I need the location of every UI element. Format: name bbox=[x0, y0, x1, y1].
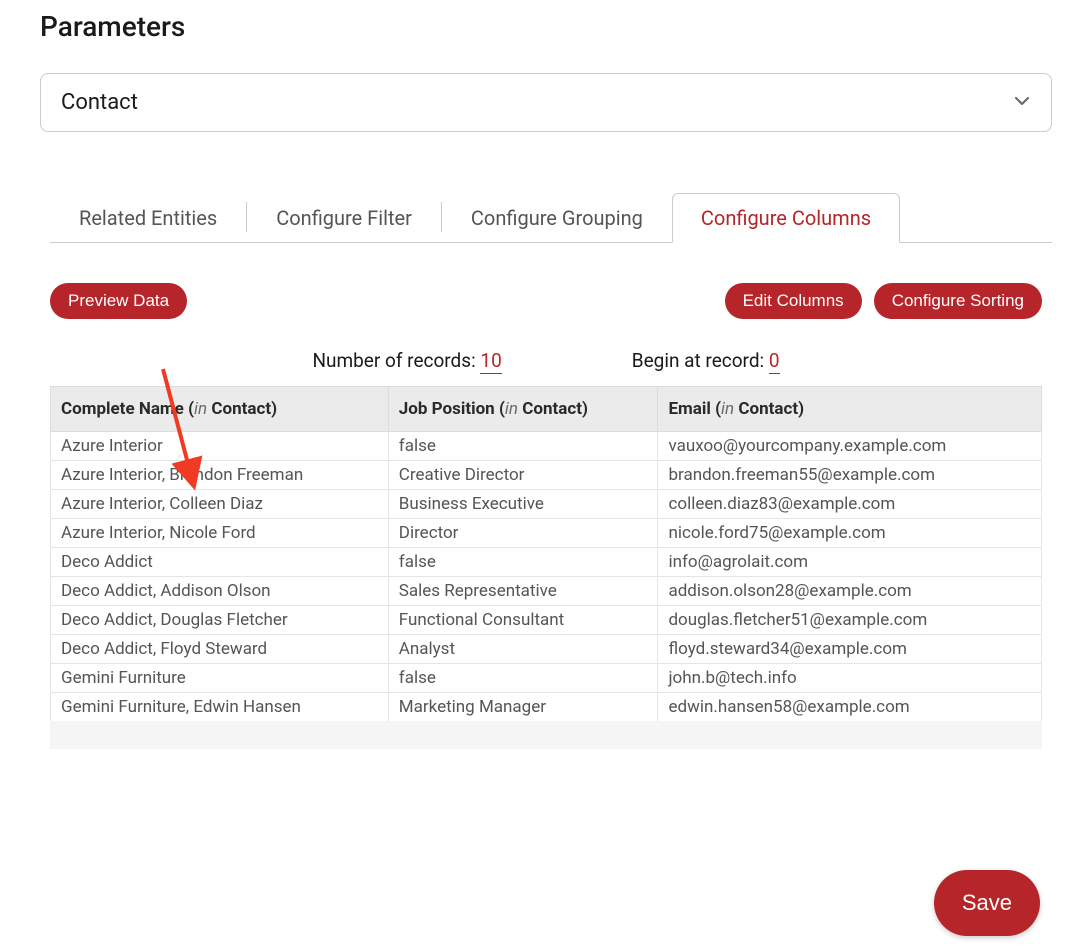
table-cell: Deco Addict, Douglas Fletcher bbox=[51, 606, 389, 635]
table-cell: vauxoo@yourcompany.example.com bbox=[658, 432, 1042, 461]
edit-columns-button[interactable]: Edit Columns bbox=[725, 283, 862, 319]
records-count: Number of records: 10 bbox=[312, 349, 501, 372]
table-cell: colleen.diaz83@example.com bbox=[658, 490, 1042, 519]
table-row: Gemini Furniture, Edwin HansenMarketing … bbox=[51, 693, 1042, 722]
table-row: Deco Addict, Floyd StewardAnalystfloyd.s… bbox=[51, 635, 1042, 664]
records-begin-value[interactable]: 0 bbox=[769, 349, 780, 374]
table-cell: Business Executive bbox=[388, 490, 658, 519]
page-title: Parameters bbox=[40, 10, 1052, 43]
table-cell: Azure Interior, Colleen Diaz bbox=[51, 490, 389, 519]
records-begin: Begin at record: 0 bbox=[632, 349, 780, 372]
table-cell: Azure Interior, Nicole Ford bbox=[51, 519, 389, 548]
tab-configure-filter[interactable]: Configure Filter bbox=[247, 193, 441, 243]
table-cell: Creative Director bbox=[388, 461, 658, 490]
button-row: Preview Data Edit Columns Configure Sort… bbox=[50, 283, 1042, 319]
table-row: Deco Addict, Addison OlsonSales Represen… bbox=[51, 577, 1042, 606]
table-cell: addison.olson28@example.com bbox=[658, 577, 1042, 606]
in-keyword: in bbox=[505, 399, 518, 419]
table-row: Azure Interior, Brandon FreemanCreative … bbox=[51, 461, 1042, 490]
in-keyword: in bbox=[721, 399, 734, 419]
table-cell: info@agrolait.com bbox=[658, 548, 1042, 577]
in-entity: Contact) bbox=[211, 399, 277, 419]
table-cell: douglas.fletcher51@example.com bbox=[658, 606, 1042, 635]
table-row: Gemini Furniturefalsejohn.b@tech.info bbox=[51, 664, 1042, 693]
tab-related-entities[interactable]: Related Entities bbox=[50, 193, 246, 243]
table-row: Deco Addictfalseinfo@agrolait.com bbox=[51, 548, 1042, 577]
tabs: Related EntitiesConfigure FilterConfigur… bbox=[50, 192, 1052, 243]
records-count-label: Number of records: bbox=[312, 349, 480, 372]
table-row: Azure Interior, Nicole FordDirectornicol… bbox=[51, 519, 1042, 548]
table-cell: john.b@tech.info bbox=[658, 664, 1042, 693]
records-begin-label: Begin at record: bbox=[632, 349, 769, 372]
table-footer-pad bbox=[50, 721, 1042, 749]
table-cell: Deco Addict bbox=[51, 548, 389, 577]
column-header: Job Position (in Contact) bbox=[388, 387, 658, 432]
table-row: Azure Interiorfalsevauxoo@yourcompany.ex… bbox=[51, 432, 1042, 461]
table-cell: Deco Addict, Floyd Steward bbox=[51, 635, 389, 664]
column-header: Complete Name (in Contact) bbox=[51, 387, 389, 432]
table-cell: false bbox=[388, 548, 658, 577]
preview-table: Complete Name (in Contact)Job Position (… bbox=[50, 386, 1042, 722]
table-cell: Director bbox=[388, 519, 658, 548]
table-cell: Marketing Manager bbox=[388, 693, 658, 722]
in-keyword: in bbox=[194, 399, 207, 419]
table-cell: Sales Representative bbox=[388, 577, 658, 606]
entity-select[interactable]: Contact bbox=[40, 73, 1052, 132]
table-row: Deco Addict, Douglas FletcherFunctional … bbox=[51, 606, 1042, 635]
table-cell: Functional Consultant bbox=[388, 606, 658, 635]
table-cell: Analyst bbox=[388, 635, 658, 664]
table-cell: Deco Addict, Addison Olson bbox=[51, 577, 389, 606]
preview-data-button[interactable]: Preview Data bbox=[50, 283, 187, 319]
column-header: Email (in Contact) bbox=[658, 387, 1042, 432]
column-title: Complete Name ( bbox=[61, 399, 194, 419]
table-cell: edwin.hansen58@example.com bbox=[658, 693, 1042, 722]
table-cell: brandon.freeman55@example.com bbox=[658, 461, 1042, 490]
column-title: Email ( bbox=[668, 399, 721, 419]
table-cell: false bbox=[388, 432, 658, 461]
table-cell: Gemini Furniture, Edwin Hansen bbox=[51, 693, 389, 722]
entity-select-value: Contact bbox=[40, 73, 1052, 132]
column-title: Job Position ( bbox=[399, 399, 505, 419]
table-cell: nicole.ford75@example.com bbox=[658, 519, 1042, 548]
table-cell: Gemini Furniture bbox=[51, 664, 389, 693]
configure-sorting-button[interactable]: Configure Sorting bbox=[874, 283, 1042, 319]
table-cell: Azure Interior bbox=[51, 432, 389, 461]
table-cell: false bbox=[388, 664, 658, 693]
table-cell: floyd.steward34@example.com bbox=[658, 635, 1042, 664]
button-group-right: Edit Columns Configure Sorting bbox=[725, 283, 1042, 319]
tab-configure-grouping[interactable]: Configure Grouping bbox=[442, 193, 672, 243]
tab-configure-columns[interactable]: Configure Columns bbox=[672, 193, 900, 243]
save-button[interactable]: Save bbox=[934, 870, 1040, 936]
table-row: Azure Interior, Colleen DiazBusiness Exe… bbox=[51, 490, 1042, 519]
tab-content: Preview Data Edit Columns Configure Sort… bbox=[40, 243, 1052, 779]
in-entity: Contact) bbox=[522, 399, 588, 419]
table-cell: Azure Interior, Brandon Freeman bbox=[51, 461, 389, 490]
in-entity: Contact) bbox=[738, 399, 804, 419]
records-row: Number of records: 10 Begin at record: 0 bbox=[50, 349, 1042, 372]
records-count-value[interactable]: 10 bbox=[480, 349, 501, 374]
